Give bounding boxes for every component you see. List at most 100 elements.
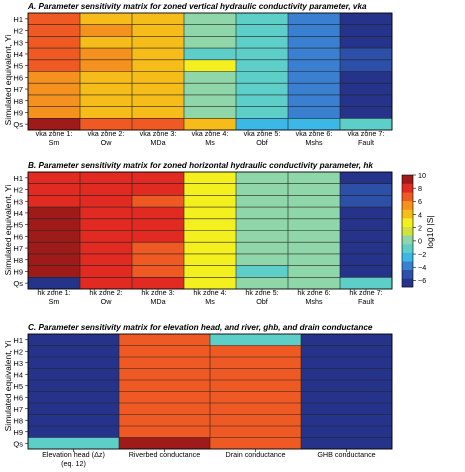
heatmap-cell <box>340 83 393 96</box>
heatmap-cell <box>288 36 341 49</box>
heatmap-cell <box>288 277 341 290</box>
colorbar-swatch <box>402 183 413 193</box>
column-label: hk zone 3: <box>141 288 174 297</box>
heatmap-cell <box>132 118 185 131</box>
column-label: hk zone 4: <box>193 288 226 297</box>
heatmap-cell <box>28 230 81 243</box>
heatmap-cell <box>80 277 133 290</box>
heatmap-cell <box>210 426 302 438</box>
colorbar-tick-label: 4 <box>418 210 422 219</box>
row-label: H5 <box>13 221 23 230</box>
heatmap-cell <box>236 71 289 84</box>
heatmap-cell <box>28 265 81 278</box>
heatmap-cell <box>80 13 133 25</box>
heatmap-cell <box>80 242 133 255</box>
heatmap-cell <box>210 357 302 369</box>
heatmap-cell <box>28 94 81 107</box>
row-label: H5 <box>13 62 23 71</box>
heatmap-cell <box>80 253 133 266</box>
heatmap-cell <box>184 71 237 84</box>
heatmap-cell <box>184 183 237 196</box>
panel-c-ylabel: Simulated equivalent, Yi <box>3 341 13 432</box>
row-label: H4 <box>13 50 23 59</box>
heatmap-cell <box>288 172 341 184</box>
heatmap-cell <box>28 172 81 184</box>
heatmap-cell <box>28 253 81 266</box>
heatmap-cell <box>236 207 289 220</box>
heatmap-cell <box>80 36 133 49</box>
heatmap-cell <box>340 218 393 231</box>
heatmap-cell <box>28 183 81 196</box>
row-label: H8 <box>13 416 23 425</box>
heatmap-cell <box>132 13 185 25</box>
heatmap-cell <box>80 195 133 208</box>
heatmap-cell <box>340 59 393 72</box>
heatmap-cell <box>236 13 289 25</box>
heatmap-cell <box>210 414 302 427</box>
heatmap-cell <box>132 207 185 220</box>
column-label: Ms <box>205 138 215 147</box>
row-label: H1 <box>13 174 23 183</box>
heatmap-cell <box>288 230 341 243</box>
heatmap-cell <box>119 357 211 369</box>
heatmap-cell <box>132 277 185 290</box>
heatmap-cell <box>288 94 341 107</box>
heatmap-cell <box>340 172 393 184</box>
row-label: H6 <box>13 393 23 402</box>
heatmap-cell <box>119 334 211 346</box>
heatmap-cell <box>340 36 393 49</box>
colorbar-tick-label: 0 <box>418 237 422 246</box>
heatmap-cell <box>288 265 341 278</box>
row-label: H1 <box>13 336 23 345</box>
heatmap-cell <box>236 277 289 290</box>
heatmap-cell <box>301 403 393 415</box>
column-label: Sm <box>49 138 60 147</box>
column-label: vka zone 4: <box>192 129 229 138</box>
heatmap-cell <box>340 253 393 266</box>
row-label: H8 <box>13 256 23 265</box>
heatmap-cell <box>132 83 185 96</box>
row-label: H9 <box>13 267 23 276</box>
heatmap-cell <box>184 265 237 278</box>
colorbar-label: log10 |S| <box>425 215 435 248</box>
heatmap-cell <box>340 242 393 255</box>
heatmap-cell <box>288 13 341 25</box>
colorbar-tick-label: 2 <box>418 224 422 233</box>
heatmap-cell <box>28 48 81 61</box>
colorbar-tick-label: −2 <box>418 250 426 259</box>
heatmap-cell <box>132 230 185 243</box>
panel-b-title: B. Parameter sensitivity matrix for zone… <box>28 161 373 170</box>
colorbar-swatch <box>402 261 413 271</box>
colorbar-swatch <box>402 218 413 227</box>
heatmap-cell <box>184 94 237 107</box>
column-label: hk zone 6: <box>297 288 330 297</box>
heatmap-cell <box>210 391 302 404</box>
heatmap-cell <box>236 118 289 131</box>
heatmap-cell <box>132 242 185 255</box>
heatmap-cell <box>184 24 237 37</box>
heatmap-cell <box>28 118 81 131</box>
heatmap-cell <box>288 71 341 84</box>
column-label: MDa <box>150 138 165 147</box>
column-label: Elevation head (Δz) <box>42 450 105 459</box>
heatmap-cell <box>184 118 237 131</box>
column-label: Ow <box>101 138 113 147</box>
heatmap-cell <box>340 207 393 220</box>
heatmap-cell <box>80 265 133 278</box>
heatmap-cell <box>28 403 120 415</box>
column-label: Obf <box>256 138 268 147</box>
colorbar-swatch <box>402 235 413 245</box>
heatmap-cell <box>184 172 237 184</box>
panel-frame <box>27 333 393 450</box>
heatmap-cell <box>236 59 289 72</box>
heatmap-cell <box>80 218 133 231</box>
heatmap-cell <box>288 24 341 37</box>
column-label: vka zone 1: <box>36 129 73 138</box>
heatmap-cell <box>132 59 185 72</box>
colorbar-tick-label: 10 <box>418 171 426 180</box>
heatmap-cell <box>236 83 289 96</box>
heatmap-cell <box>184 36 237 49</box>
heatmap-cell <box>288 118 341 131</box>
row-label: H2 <box>13 27 23 36</box>
heatmap-cell <box>28 106 81 119</box>
